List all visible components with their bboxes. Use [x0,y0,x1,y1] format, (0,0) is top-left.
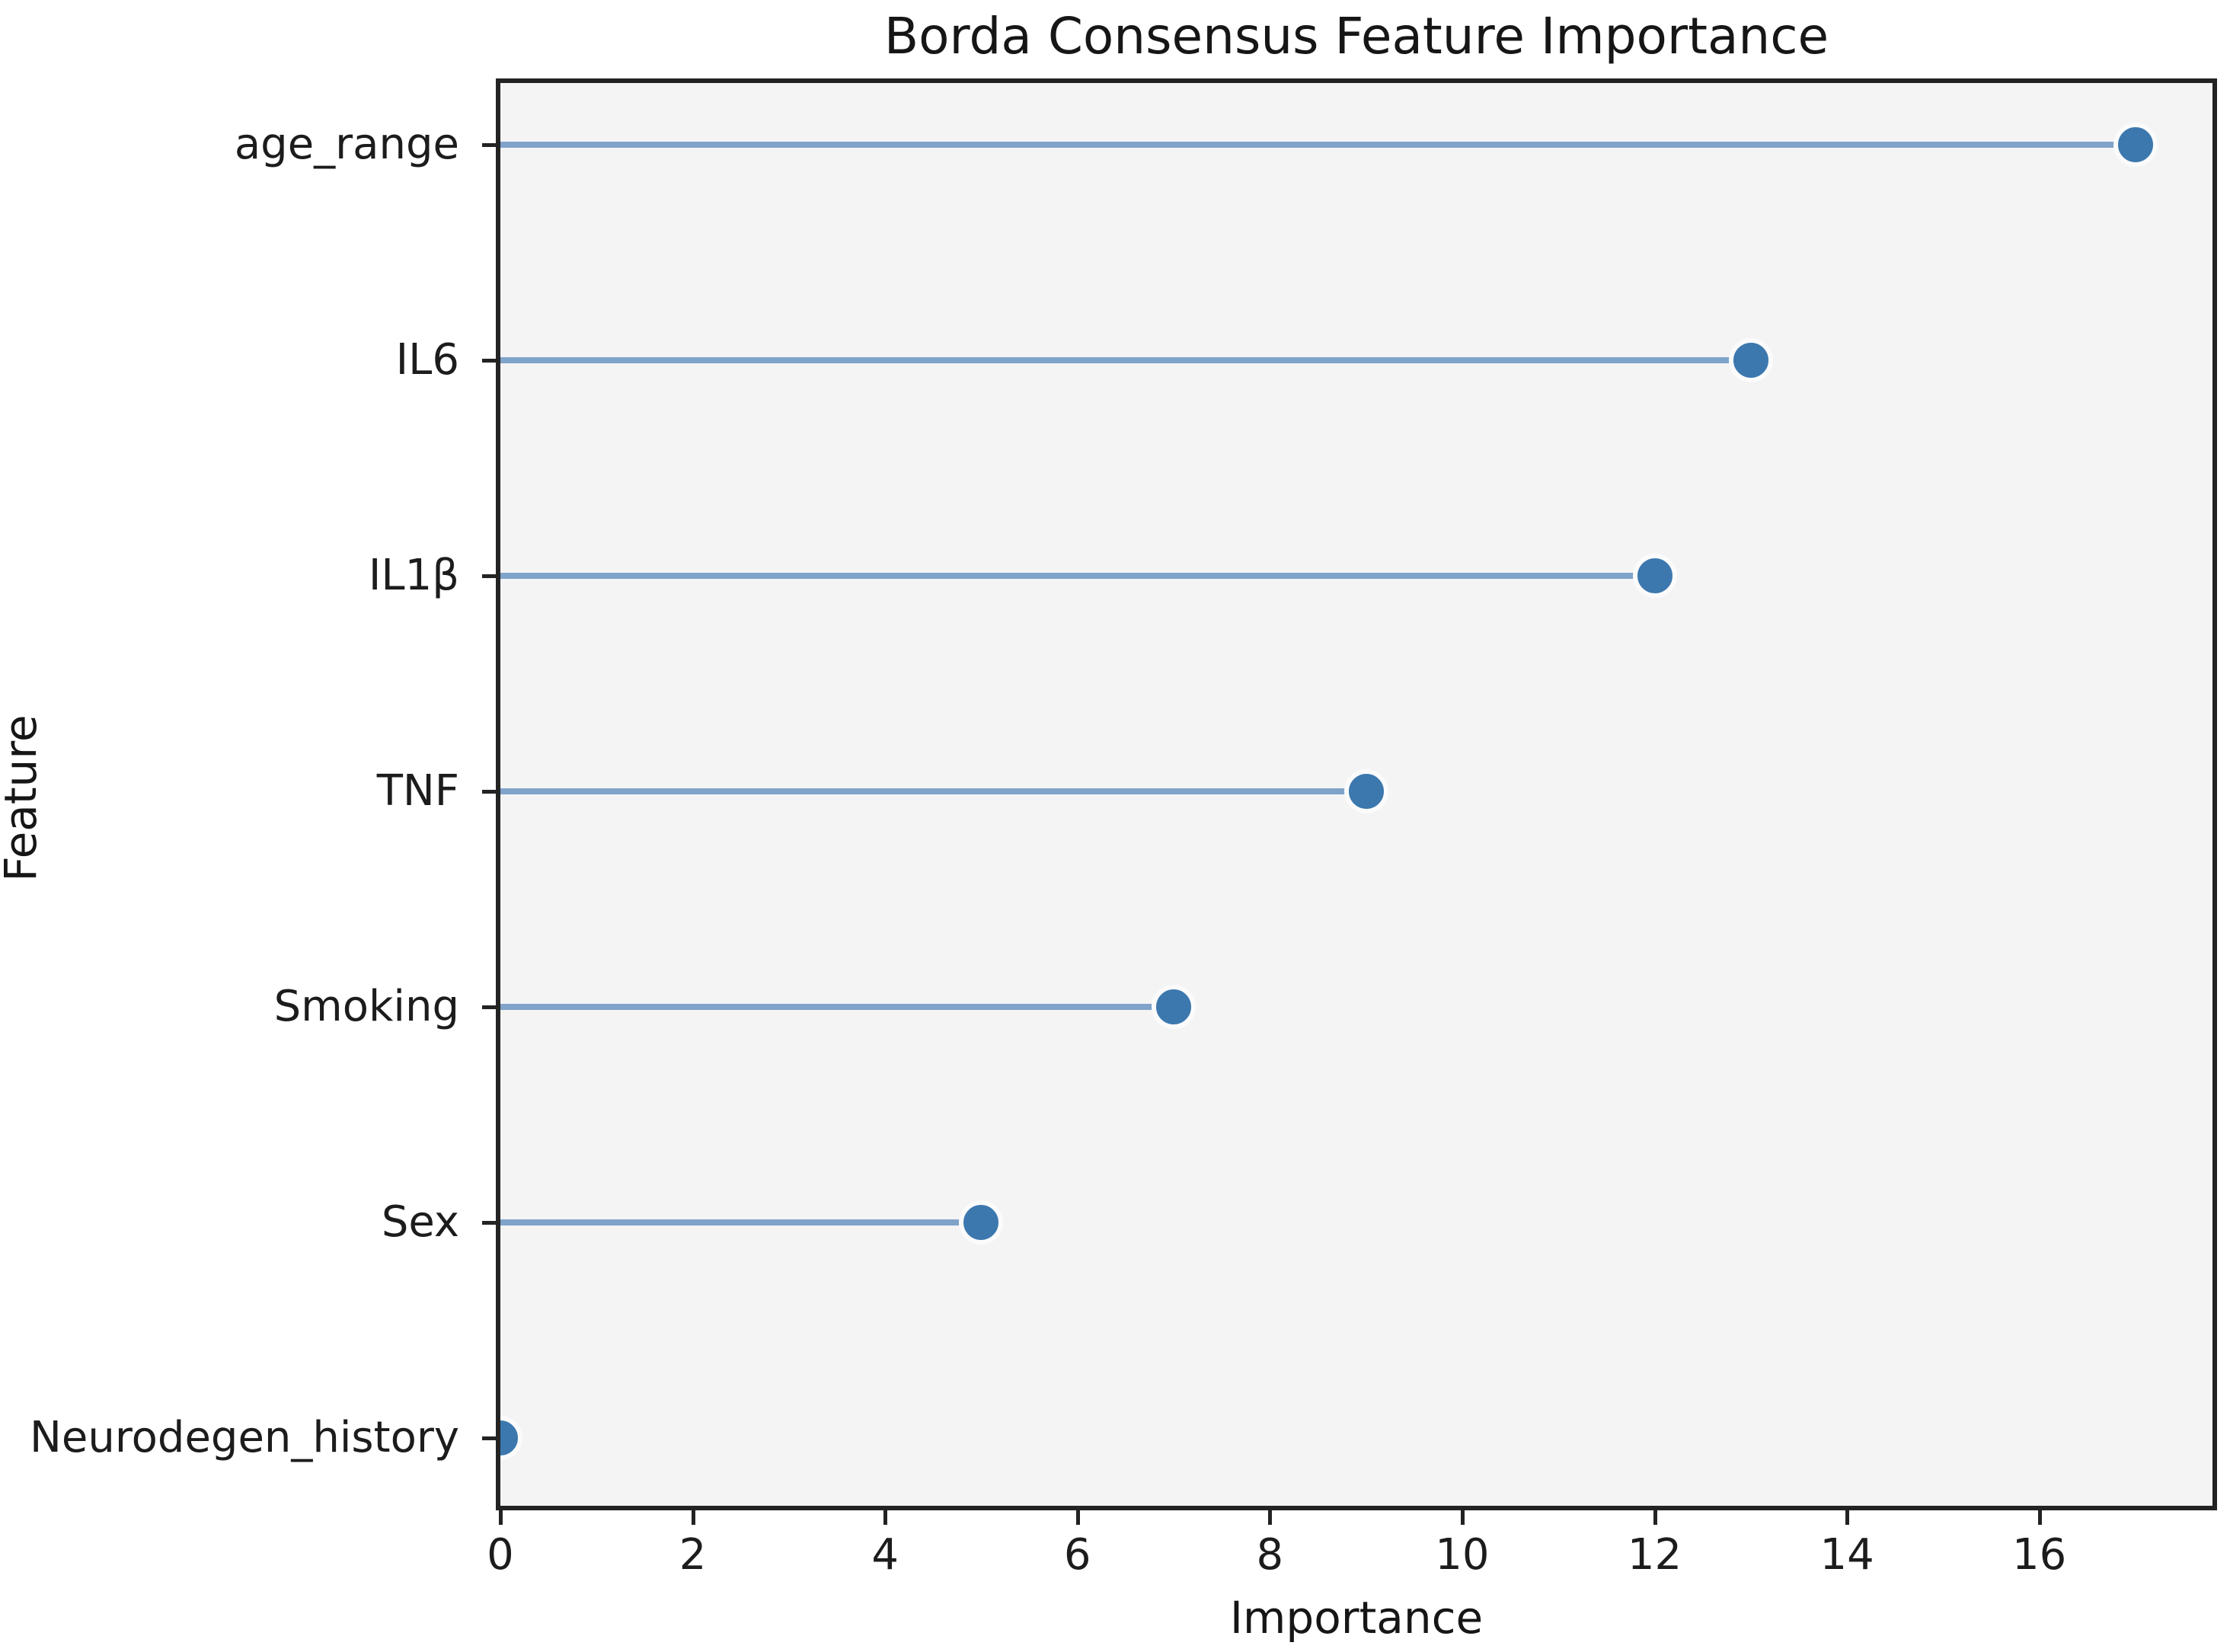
x-tick-mark [1653,1510,1657,1525]
x-tick-mark [2037,1510,2042,1525]
x-tick-mark [883,1510,888,1525]
y-tick-mark [482,1005,496,1009]
data-point-dot-Neurodegen_history [500,1416,522,1460]
x-tick-label-14: 14 [1819,1530,1874,1580]
data-point-dot-Sex [959,1200,1004,1245]
x-tick-label-8: 8 [1256,1530,1284,1580]
x-tick-mark [1460,1510,1465,1525]
y-tick-mark [482,143,496,147]
x-tick-label-2: 2 [679,1530,707,1580]
plot-area [496,78,2217,1510]
data-point-dot-Smoking [1152,985,1196,1029]
y-tick-mark [482,790,496,794]
x-tick-label-4: 4 [871,1530,899,1580]
y-tick-label-Smoking: Smoking [273,982,459,1031]
x-tick-label-12: 12 [1627,1530,1682,1580]
x-tick-label-0: 0 [487,1530,514,1580]
data-point-dot-TNF [1343,769,1388,813]
stem-age_range [500,142,2136,148]
y-tick-mark [482,359,496,363]
y-tick-label-Neurodegen_history: Neurodegen_history [30,1413,459,1462]
x-tick-mark [499,1510,503,1525]
y-axis-label: Feature [0,714,46,882]
stem-IL6 [500,357,1751,363]
y-tick-label-TNF: TNF [376,766,459,816]
x-tick-mark [1075,1510,1080,1525]
stem-Sex [500,1219,982,1225]
data-point-dot-IL6 [1728,338,1773,382]
data-point-dot-age_range [2113,123,2158,167]
stem-IL1β [500,573,1655,579]
y-tick-label-age_range: age_range [234,120,459,169]
y-tick-mark [482,1221,496,1225]
x-tick-label-16: 16 [2012,1530,2067,1580]
stem-TNF [500,788,1366,794]
y-tick-mark [482,1436,496,1440]
y-tick-label-IL6: IL6 [395,335,459,385]
chart-title: Borda Consensus Feature Importance [883,7,1829,66]
x-axis-label: Importance [1229,1592,1484,1644]
stem-Smoking [500,1004,1174,1010]
x-tick-label-6: 6 [1063,1530,1091,1580]
x-tick-label-10: 10 [1435,1530,1490,1580]
y-tick-label-Sex: Sex [381,1197,459,1247]
data-point-dot-IL1β [1632,554,1677,598]
x-tick-mark [691,1510,695,1525]
y-tick-label-IL1β: IL1β [368,551,459,600]
y-tick-mark [482,574,496,578]
x-tick-mark [1845,1510,1850,1525]
x-tick-mark [1268,1510,1273,1525]
